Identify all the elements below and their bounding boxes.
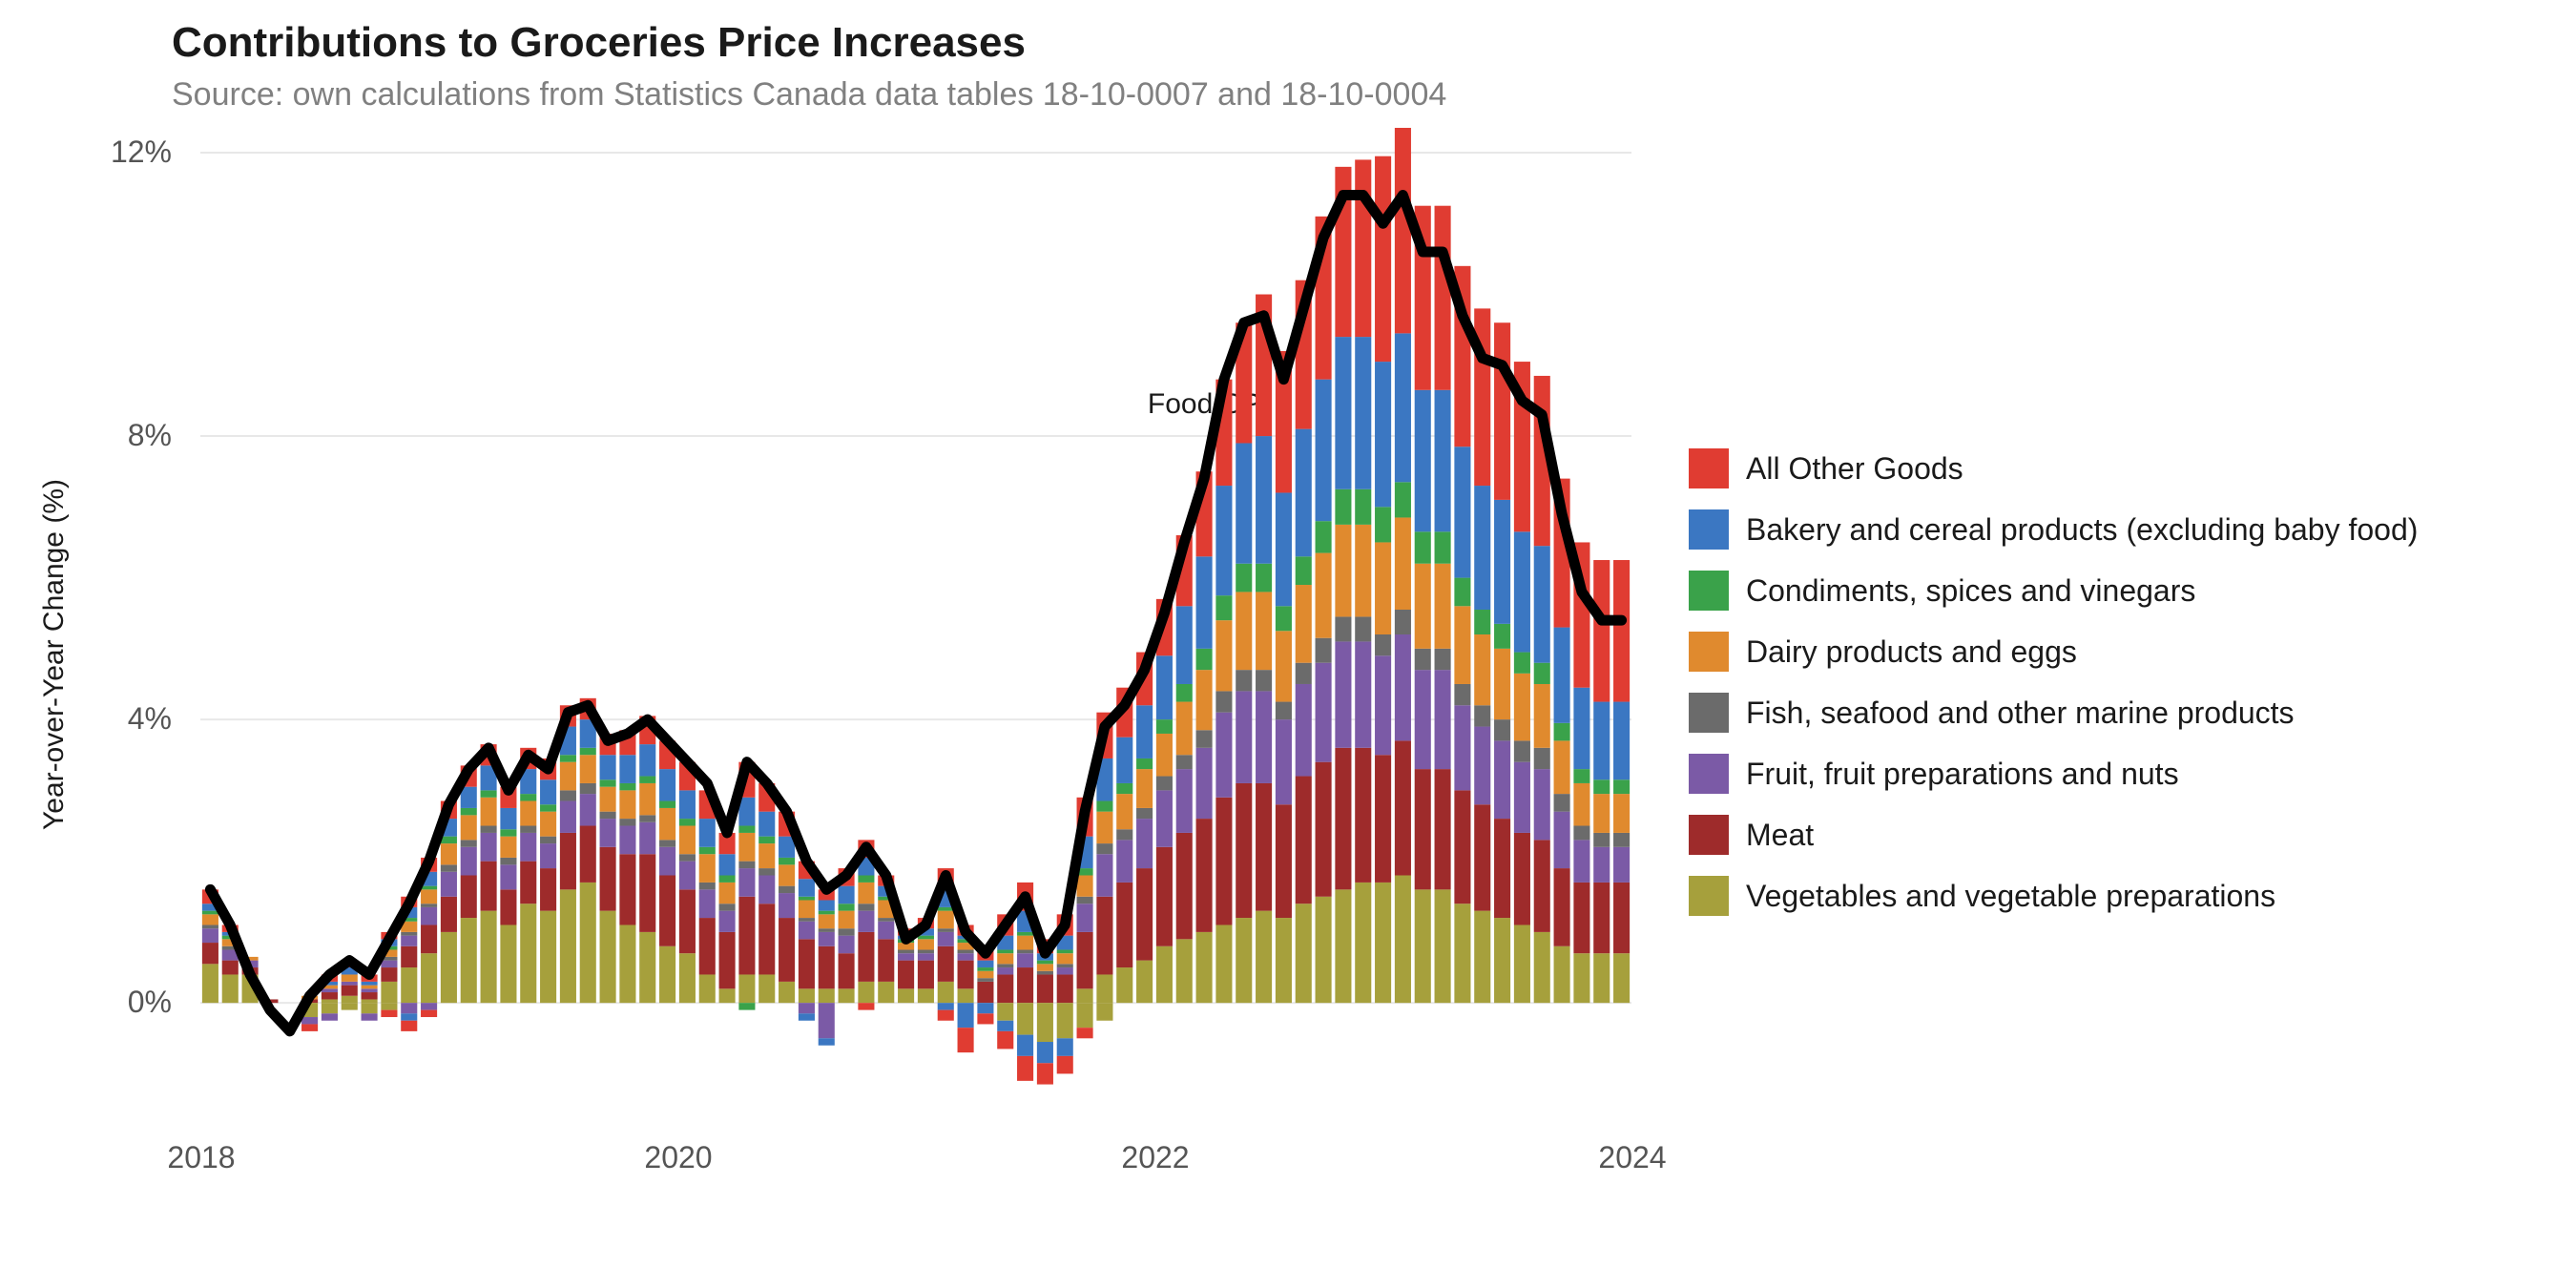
chart-subtitle: Source: own calculations from Statistics… xyxy=(172,76,1446,114)
legend-item: All Other Goods xyxy=(1689,448,2418,488)
legend-item: Dairy products and eggs xyxy=(1689,632,2418,672)
y-tick-label: 12% xyxy=(57,135,172,170)
legend-swatch xyxy=(1689,509,1729,550)
x-tick-label: 2018 xyxy=(167,1140,235,1175)
legend-swatch xyxy=(1689,754,1729,794)
legend-label: Condiments, spices and vinegars xyxy=(1746,573,2195,609)
legend-label: All Other Goods xyxy=(1746,451,1963,487)
y-tick-label: 8% xyxy=(57,418,172,453)
legend-item: Bakery and cereal products (excluding ba… xyxy=(1689,509,2418,550)
legend-swatch xyxy=(1689,632,1729,672)
legend-label: Fish, seafood and other marine products xyxy=(1746,696,2295,731)
chart-container: Contributions to Groceries Price Increas… xyxy=(0,0,2576,1288)
legend-item: Vegetables and vegetable preparations xyxy=(1689,876,2418,916)
legend-item: Meat xyxy=(1689,815,2418,855)
legend-item: Condiments, spices and vinegars xyxy=(1689,571,2418,611)
chart-title: Contributions to Groceries Price Increas… xyxy=(172,19,1026,67)
y-tick-label: 0% xyxy=(57,985,172,1020)
plot-area xyxy=(200,153,1631,1116)
legend-swatch xyxy=(1689,448,1729,488)
legend-swatch xyxy=(1689,876,1729,916)
legend-swatch xyxy=(1689,571,1729,611)
x-tick-label: 2020 xyxy=(644,1140,712,1175)
legend-label: Vegetables and vegetable preparations xyxy=(1746,879,2275,914)
legend-label: Dairy products and eggs xyxy=(1746,634,2077,670)
y-tick-label: 4% xyxy=(57,701,172,737)
legend-swatch xyxy=(1689,815,1729,855)
y-axis-label: Year-over-Year Change (%) xyxy=(38,479,71,830)
legend-label: Bakery and cereal products (excluding ba… xyxy=(1746,512,2418,548)
legend-swatch xyxy=(1689,693,1729,733)
legend: All Other Goods Bakery and cereal product… xyxy=(1689,448,2418,937)
legend-item: Fruit, fruit preparations and nuts xyxy=(1689,754,2418,794)
legend-label: Meat xyxy=(1746,818,1814,853)
x-tick-label: 2022 xyxy=(1121,1140,1189,1175)
legend-item: Fish, seafood and other marine products xyxy=(1689,693,2418,733)
legend-label: Fruit, fruit preparations and nuts xyxy=(1746,757,2179,792)
x-tick-label: 2024 xyxy=(1598,1140,1666,1175)
